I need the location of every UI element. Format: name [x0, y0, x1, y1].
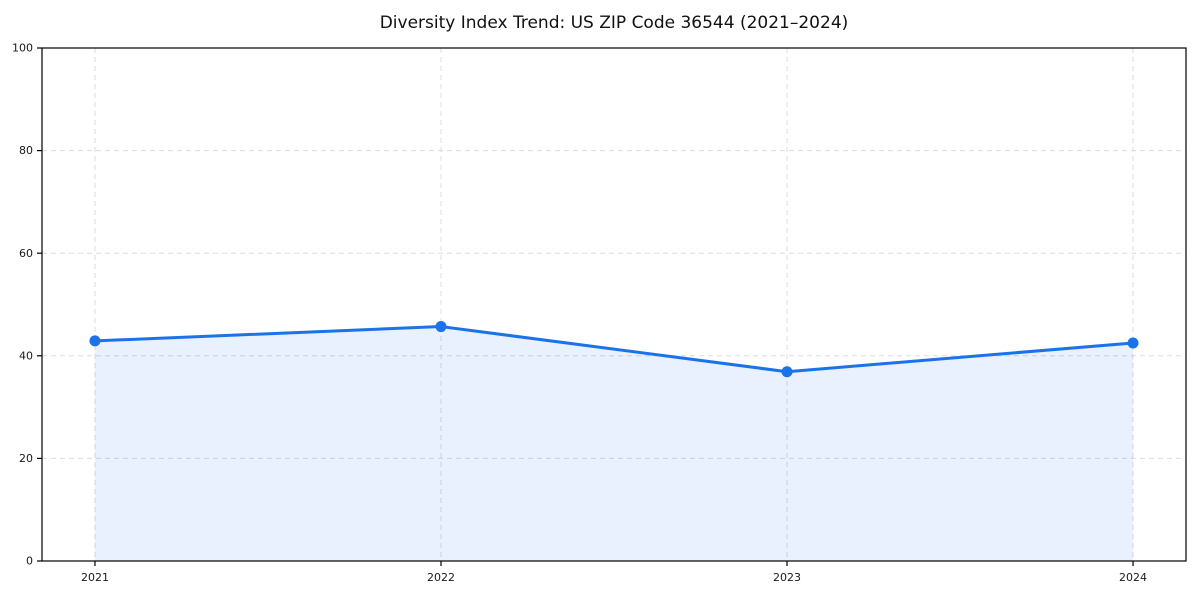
x-tick-label: 2023: [773, 571, 801, 584]
y-tick-label: 20: [19, 452, 33, 465]
data-point-2022: [435, 321, 447, 333]
data-point-2023: [781, 366, 793, 378]
y-tick-label: 80: [19, 144, 33, 157]
x-tick-label: 2022: [427, 571, 455, 584]
y-tick-label: 60: [19, 247, 33, 260]
x-tick-label: 2021: [81, 571, 109, 584]
chart-title: Diversity Index Trend: US ZIP Code 36544…: [379, 13, 849, 33]
y-tick-label: 100: [12, 42, 33, 55]
data-point-2024: [1127, 337, 1139, 349]
trend-line: [93, 325, 1135, 374]
plot-border: [41, 47, 1187, 562]
y-tick-label: 0: [26, 555, 33, 568]
data-point-2021: [89, 335, 101, 347]
area-fill: [94, 326, 1134, 561]
y-tick-label: 40: [19, 349, 33, 362]
x-tick-label: 2024: [1119, 571, 1147, 584]
